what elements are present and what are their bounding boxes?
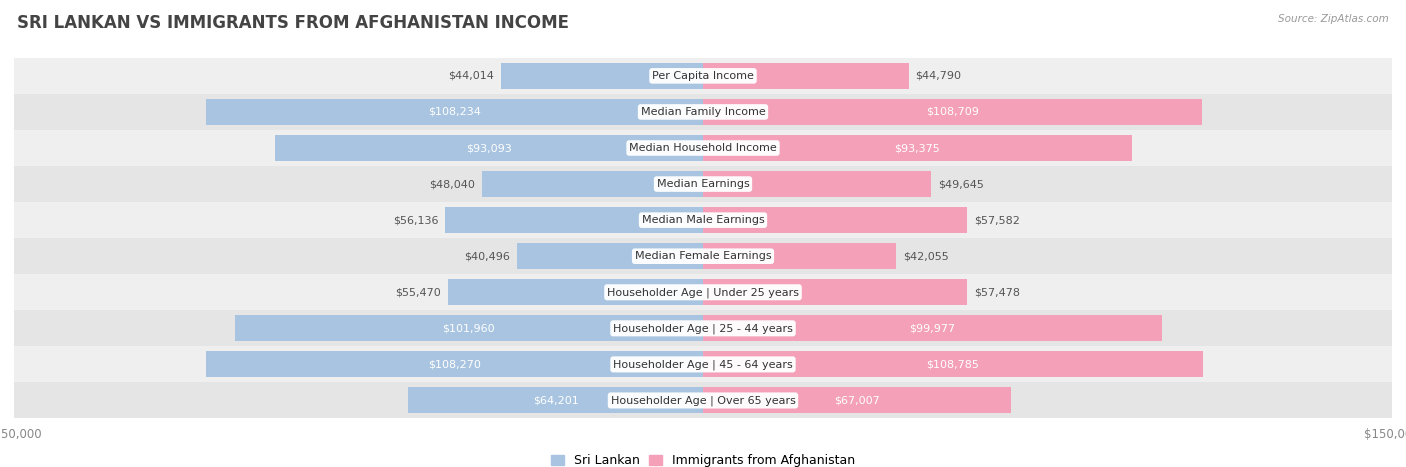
Text: $93,375: $93,375	[894, 143, 941, 153]
Bar	[14, 310, 1392, 347]
Text: $44,790: $44,790	[915, 71, 962, 81]
Bar	[482, 171, 703, 197]
Bar	[276, 135, 703, 161]
Text: $67,007: $67,007	[834, 396, 880, 405]
Text: $57,582: $57,582	[974, 215, 1021, 225]
Text: $108,270: $108,270	[427, 360, 481, 369]
Text: $101,960: $101,960	[443, 323, 495, 333]
Text: $49,645: $49,645	[938, 179, 984, 189]
Bar	[446, 207, 703, 233]
Text: Median Female Earnings: Median Female Earnings	[634, 251, 772, 261]
Text: Householder Age | 45 - 64 years: Householder Age | 45 - 64 years	[613, 359, 793, 370]
Text: Householder Age | Over 65 years: Householder Age | Over 65 years	[610, 395, 796, 406]
Bar	[703, 351, 1202, 377]
Bar	[703, 63, 908, 89]
Bar	[703, 279, 967, 305]
Text: Median Male Earnings: Median Male Earnings	[641, 215, 765, 225]
Text: Per Capita Income: Per Capita Income	[652, 71, 754, 81]
Bar	[703, 99, 1202, 125]
Bar	[703, 135, 1132, 161]
Bar	[14, 130, 1392, 166]
Bar	[703, 315, 1163, 341]
Bar	[517, 243, 703, 269]
Bar	[408, 388, 703, 413]
Text: $55,470: $55,470	[395, 287, 441, 297]
Bar	[703, 207, 967, 233]
Text: Median Earnings: Median Earnings	[657, 179, 749, 189]
Text: SRI LANKAN VS IMMIGRANTS FROM AFGHANISTAN INCOME: SRI LANKAN VS IMMIGRANTS FROM AFGHANISTA…	[17, 14, 569, 32]
Bar	[205, 99, 703, 125]
Legend: Sri Lankan, Immigrants from Afghanistan: Sri Lankan, Immigrants from Afghanistan	[546, 449, 860, 467]
Bar	[703, 388, 1011, 413]
Text: $108,234: $108,234	[427, 107, 481, 117]
Bar	[235, 315, 703, 341]
Bar	[449, 279, 703, 305]
Text: $108,709: $108,709	[927, 107, 979, 117]
Bar	[703, 171, 931, 197]
Bar	[703, 243, 896, 269]
Bar	[501, 63, 703, 89]
Text: $108,785: $108,785	[927, 360, 979, 369]
Text: Source: ZipAtlas.com: Source: ZipAtlas.com	[1278, 14, 1389, 24]
Text: $44,014: $44,014	[449, 71, 494, 81]
Text: $42,055: $42,055	[903, 251, 949, 261]
Text: $48,040: $48,040	[430, 179, 475, 189]
Text: $93,093: $93,093	[467, 143, 512, 153]
Text: $40,496: $40,496	[464, 251, 510, 261]
Text: Householder Age | Under 25 years: Householder Age | Under 25 years	[607, 287, 799, 297]
Bar	[14, 238, 1392, 274]
Text: $57,478: $57,478	[974, 287, 1019, 297]
Bar	[14, 202, 1392, 238]
Text: $64,201: $64,201	[533, 396, 578, 405]
Bar	[14, 347, 1392, 382]
Bar	[14, 382, 1392, 418]
Text: $56,136: $56,136	[392, 215, 439, 225]
Bar	[205, 351, 703, 377]
Text: Median Household Income: Median Household Income	[628, 143, 778, 153]
Bar	[14, 274, 1392, 310]
Text: Householder Age | 25 - 44 years: Householder Age | 25 - 44 years	[613, 323, 793, 333]
Text: $99,977: $99,977	[910, 323, 956, 333]
Bar	[14, 166, 1392, 202]
Text: Median Family Income: Median Family Income	[641, 107, 765, 117]
Bar	[14, 94, 1392, 130]
Bar	[14, 58, 1392, 94]
